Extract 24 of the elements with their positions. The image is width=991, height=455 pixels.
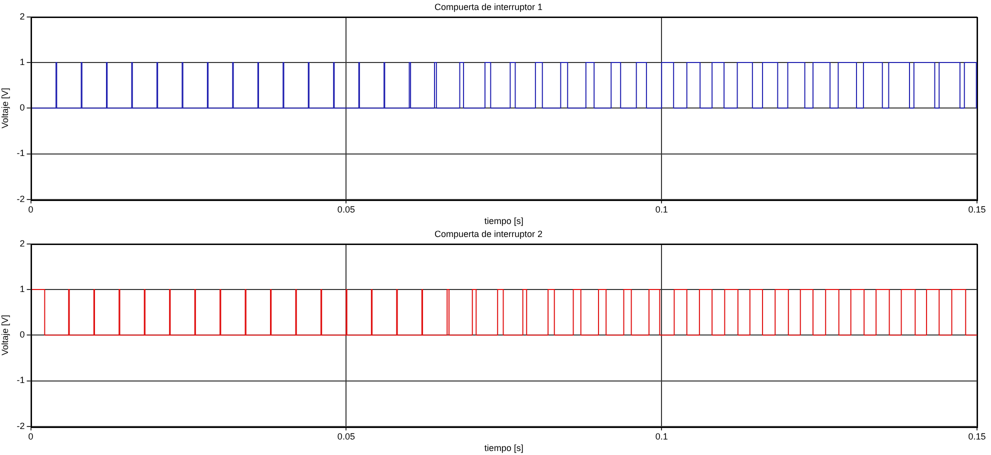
y-axis-title: Voltaje [V] bbox=[0, 88, 10, 128]
x-axis-title: tiempo [s] bbox=[484, 443, 524, 454]
y-tick-label: -1 bbox=[16, 375, 25, 386]
x-tick-label: 0.15 bbox=[968, 431, 986, 442]
y-tick-label: 2 bbox=[20, 238, 25, 248]
y-tick-label: -1 bbox=[16, 148, 25, 158]
y-tick-label: 1 bbox=[20, 56, 25, 67]
x-tick-label: 0 bbox=[28, 431, 34, 442]
x-axis-title: tiempo [s] bbox=[484, 216, 524, 226]
x-tick-label: 0.05 bbox=[337, 204, 355, 214]
y-tick-label: 0 bbox=[20, 102, 25, 113]
y-axis-title: Voltaje [V] bbox=[0, 314, 10, 356]
x-tick-label: 0.15 bbox=[968, 204, 986, 214]
y-tick-label: -2 bbox=[16, 420, 25, 431]
y-tick-label: 1 bbox=[20, 284, 25, 294]
chart-title: Compuerta de interruptor 2 bbox=[434, 228, 543, 239]
chart-title: Compuerta de interruptor 1 bbox=[434, 2, 543, 12]
x-tick-label: 0.1 bbox=[655, 431, 668, 442]
y-tick-label: 2 bbox=[20, 11, 25, 22]
y-tick-label: 0 bbox=[20, 330, 25, 340]
y-tick-label: -2 bbox=[16, 194, 25, 204]
x-tick-label: 0 bbox=[28, 204, 34, 214]
x-tick-label: 0.05 bbox=[337, 431, 355, 442]
x-tick-label: 0.1 bbox=[655, 204, 668, 214]
